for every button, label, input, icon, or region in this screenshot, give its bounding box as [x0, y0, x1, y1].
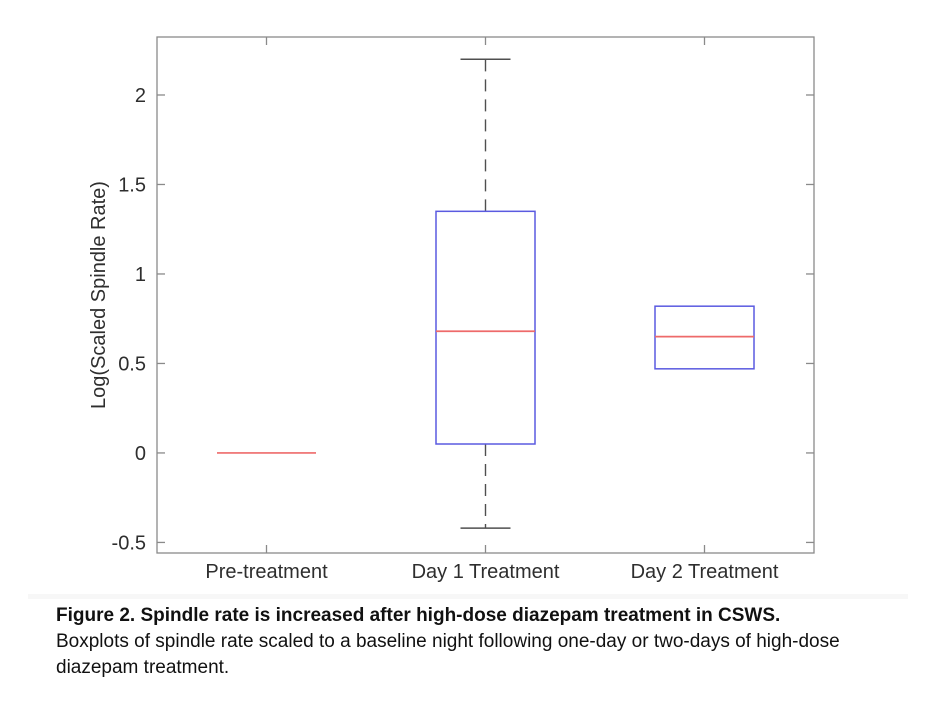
- x-tick-label-day-1-treatment: Day 1 Treatment: [412, 561, 560, 583]
- y-tick-label: 0: [135, 443, 146, 465]
- caption-line-2: Boxplots of spindle rate scaled to a bas…: [56, 631, 840, 652]
- y-tick-label: 1.5: [118, 174, 146, 196]
- y-tick-label: 2: [135, 85, 146, 107]
- y-tick-label: 0.5: [118, 353, 146, 375]
- x-tick-label-day-2-treatment: Day 2 Treatment: [631, 561, 779, 583]
- y-axis-label: Log(Scaled Spindle Rate): [88, 181, 110, 409]
- caption-line-3: diazepam treatment.: [56, 657, 230, 678]
- y-tick-label: 1: [135, 264, 146, 286]
- caption-title: Figure 2. Spindle rate is increased afte…: [56, 605, 781, 626]
- caption-divider: [28, 594, 908, 599]
- boxplot-chart: -0.5 0 0.5 1 1.5 2 Pre-treatment Day 1 Treatmen…: [88, 36, 815, 583]
- box-day-2-treatment: [654, 305, 755, 370]
- figure-caption: Figure 2. Spindle rate is increased afte…: [56, 603, 840, 681]
- x-tick-label-pre-treatment: Pre-treatment: [205, 561, 328, 583]
- box-day-1-treatment: [435, 210, 536, 445]
- y-tick-label: -0.5: [112, 532, 146, 554]
